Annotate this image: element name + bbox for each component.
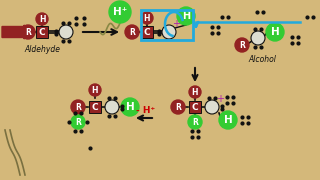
Text: H: H [39,15,45,24]
Text: C: C [39,28,45,37]
Circle shape [105,100,119,114]
FancyBboxPatch shape [189,101,201,113]
Circle shape [219,111,237,129]
Text: R: R [75,118,81,127]
Text: Alcohol: Alcohol [248,55,276,64]
Circle shape [125,25,139,39]
Text: R: R [175,102,181,111]
Text: H: H [92,86,98,94]
Circle shape [251,31,265,45]
Circle shape [205,100,219,114]
Circle shape [121,98,139,116]
Text: Aldehyde: Aldehyde [24,45,60,54]
Circle shape [21,25,35,39]
Text: H⁺: H⁺ [113,7,127,17]
Text: - H⁺: - H⁺ [136,106,155,115]
Text: H: H [182,11,190,21]
Circle shape [141,12,153,24]
Circle shape [109,1,131,23]
Circle shape [59,25,73,39]
Text: R: R [239,40,245,50]
Circle shape [171,100,185,114]
FancyBboxPatch shape [36,26,48,38]
Circle shape [71,115,85,129]
Circle shape [235,38,249,52]
Circle shape [36,13,48,25]
Circle shape [177,7,195,25]
Text: H: H [224,115,232,125]
Text: C: C [144,28,150,37]
Text: H: H [271,27,279,37]
Circle shape [189,86,201,98]
Text: H: H [192,87,198,96]
FancyBboxPatch shape [141,26,153,38]
FancyBboxPatch shape [89,101,101,113]
Circle shape [89,84,101,96]
Circle shape [71,100,85,114]
Text: H: H [126,102,134,112]
Text: R: R [129,28,135,37]
Circle shape [188,115,202,129]
Text: R: R [192,118,198,127]
Text: H: H [144,14,150,22]
Text: R: R [75,102,81,111]
Text: +: + [172,19,180,29]
FancyArrow shape [2,25,30,39]
Circle shape [162,25,176,39]
Text: R: R [25,28,31,37]
Text: +: + [216,94,224,104]
Text: C: C [192,102,198,111]
Circle shape [266,23,284,41]
Text: C: C [92,102,98,111]
